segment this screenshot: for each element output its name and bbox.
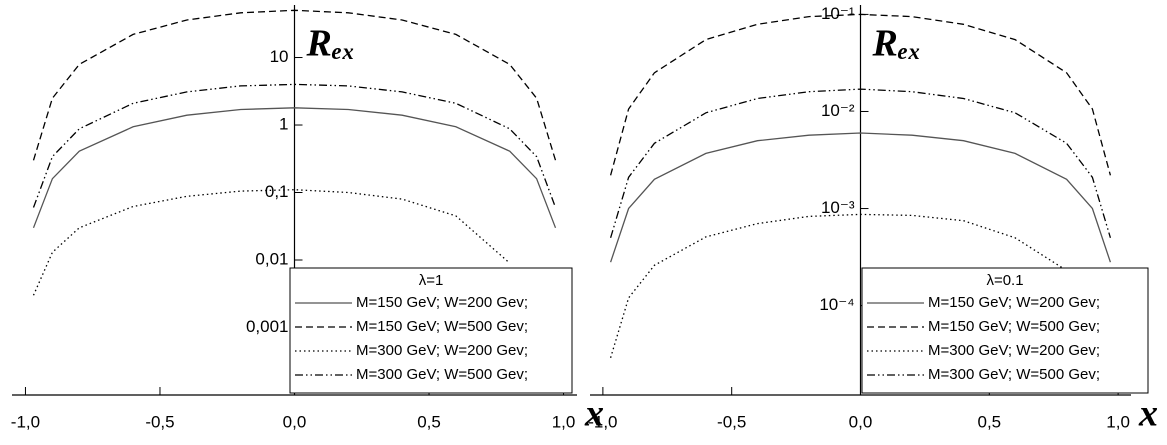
legend-label: M=150 GeV; W=200 Gev; (356, 294, 528, 311)
legend-label: M=150 GeV; W=500 Gev; (356, 318, 528, 335)
legend-label: M=300 GeV; W=500 Gev; (356, 366, 528, 383)
y-tick-label: 0,001 (246, 317, 289, 336)
series-line (609, 13, 1112, 176)
x-tick-label: -0,5 (145, 412, 174, 431)
legend-label: M=300 GeV; W=200 Gev; (356, 342, 528, 359)
series-line (32, 9, 557, 161)
y-tick-label: 10⁻⁴ (819, 295, 854, 314)
y-tick-label: 10⁻² (821, 101, 855, 120)
x-axis-label: x (1138, 393, 1158, 435)
x-tick-label: 1,0 (1106, 412, 1130, 431)
y-tick-label: 0,01 (255, 249, 288, 268)
y-axis-label: Rₑₓ (872, 23, 922, 65)
x-tick-label: -1,0 (588, 412, 617, 431)
legend-box (289, 267, 573, 394)
x-tick-label: -0,5 (717, 412, 746, 431)
x-tick-label: 0,5 (417, 412, 441, 431)
chart: -1,0 -0,5 0,0 0,5 1,0 0,001 0,01 0,1 1 10 λ=1 M=150… (11, 5, 604, 435)
x-tick-label: 0,0 (283, 412, 307, 431)
legend-label: M=150 GeV; W=500 Gev; (928, 318, 1100, 335)
legend-title: λ=0.1 (986, 272, 1023, 289)
y-tick-label: 0,1 (265, 182, 289, 201)
legend-label: M=150 GeV; W=200 Gev; (928, 294, 1100, 311)
x-tick-label: 0,5 (977, 412, 1001, 431)
series-line (609, 88, 1112, 238)
y-tick-label: 10⁻¹ (821, 4, 855, 23)
x-tick-label: -1,0 (11, 412, 40, 431)
y-tick-label: 1 (279, 115, 288, 134)
legend-label: M=300 GeV; W=200 Gev; (928, 342, 1100, 359)
legend-label: M=300 GeV; W=500 Gev; (928, 366, 1100, 383)
legend-box (861, 267, 1149, 394)
x-axis-label: x (584, 393, 604, 435)
x-tick-label: 0,0 (849, 412, 873, 431)
y-tick-label: 10 (270, 47, 289, 66)
series-line (609, 132, 1112, 263)
series-line (32, 107, 557, 229)
y-tick-label: 10⁻³ (821, 198, 855, 217)
legend-title: λ=1 (419, 272, 444, 289)
chart: -1,0 -0,5 0,0 0,5 1,0 10⁻⁴ 10⁻³ 10⁻² 10⁻¹ λ=0.1 M=… (588, 4, 1158, 435)
series-line (609, 213, 1067, 358)
y-axis-label: Rₑₓ (306, 23, 356, 65)
x-tick-label: 1,0 (552, 412, 576, 431)
